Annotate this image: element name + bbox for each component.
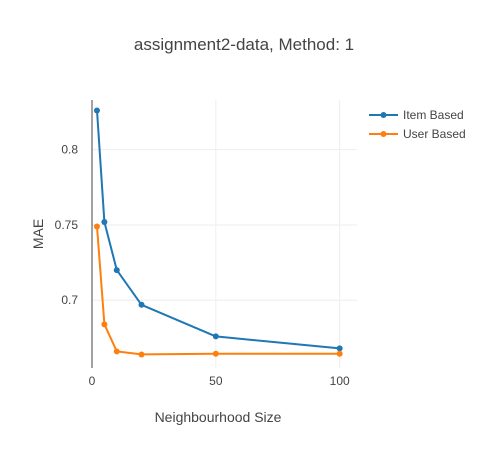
data-point-item-based[interactable] bbox=[212, 333, 219, 340]
grid-layer bbox=[92, 100, 357, 368]
data-point-item-based[interactable] bbox=[336, 345, 343, 352]
legend-label: Item Based bbox=[403, 108, 464, 122]
data-point-user-based[interactable] bbox=[138, 351, 145, 358]
data-point-item-based[interactable] bbox=[93, 107, 100, 114]
x-tick-label: 100 bbox=[330, 374, 350, 388]
y-tick-label: 0.8 bbox=[61, 143, 78, 157]
legend[interactable]: Item Based User Based bbox=[369, 108, 466, 141]
data-point-item-based[interactable] bbox=[138, 301, 145, 308]
series-line-item-based[interactable] bbox=[96, 110, 340, 350]
x-tick-label: 50 bbox=[209, 374, 223, 388]
data-point-user-based[interactable] bbox=[336, 350, 343, 357]
chart-title: assignment2-data, Method: 1 bbox=[134, 35, 354, 54]
axis-layer: 0.7 0.75 0.8 0 50 100 bbox=[55, 100, 350, 388]
x-axis-title: Neighbourhood Size bbox=[155, 409, 282, 425]
y-tick-label: 0.75 bbox=[55, 218, 79, 232]
data-point-item-based[interactable] bbox=[113, 267, 120, 274]
series-layer bbox=[93, 107, 343, 358]
series-user-based[interactable] bbox=[93, 223, 343, 358]
data-point-user-based[interactable] bbox=[101, 321, 108, 328]
series-item-based[interactable] bbox=[93, 107, 343, 352]
y-axis-title: MAE bbox=[30, 219, 46, 249]
x-tick-label: 0 bbox=[89, 374, 96, 388]
data-point-user-based[interactable] bbox=[93, 223, 100, 230]
y-tick-label: 0.7 bbox=[61, 293, 78, 307]
legend-label: User Based bbox=[403, 127, 466, 141]
data-point-user-based[interactable] bbox=[212, 350, 219, 357]
data-point-user-based[interactable] bbox=[113, 348, 120, 355]
legend-item-item-based[interactable]: Item Based bbox=[369, 108, 464, 122]
legend-swatch-marker bbox=[380, 131, 387, 137]
legend-item-user-based[interactable]: User Based bbox=[369, 127, 466, 141]
series-line-user-based[interactable] bbox=[96, 226, 340, 356]
data-point-item-based[interactable] bbox=[101, 218, 108, 225]
legend-swatch-marker bbox=[380, 112, 387, 118]
